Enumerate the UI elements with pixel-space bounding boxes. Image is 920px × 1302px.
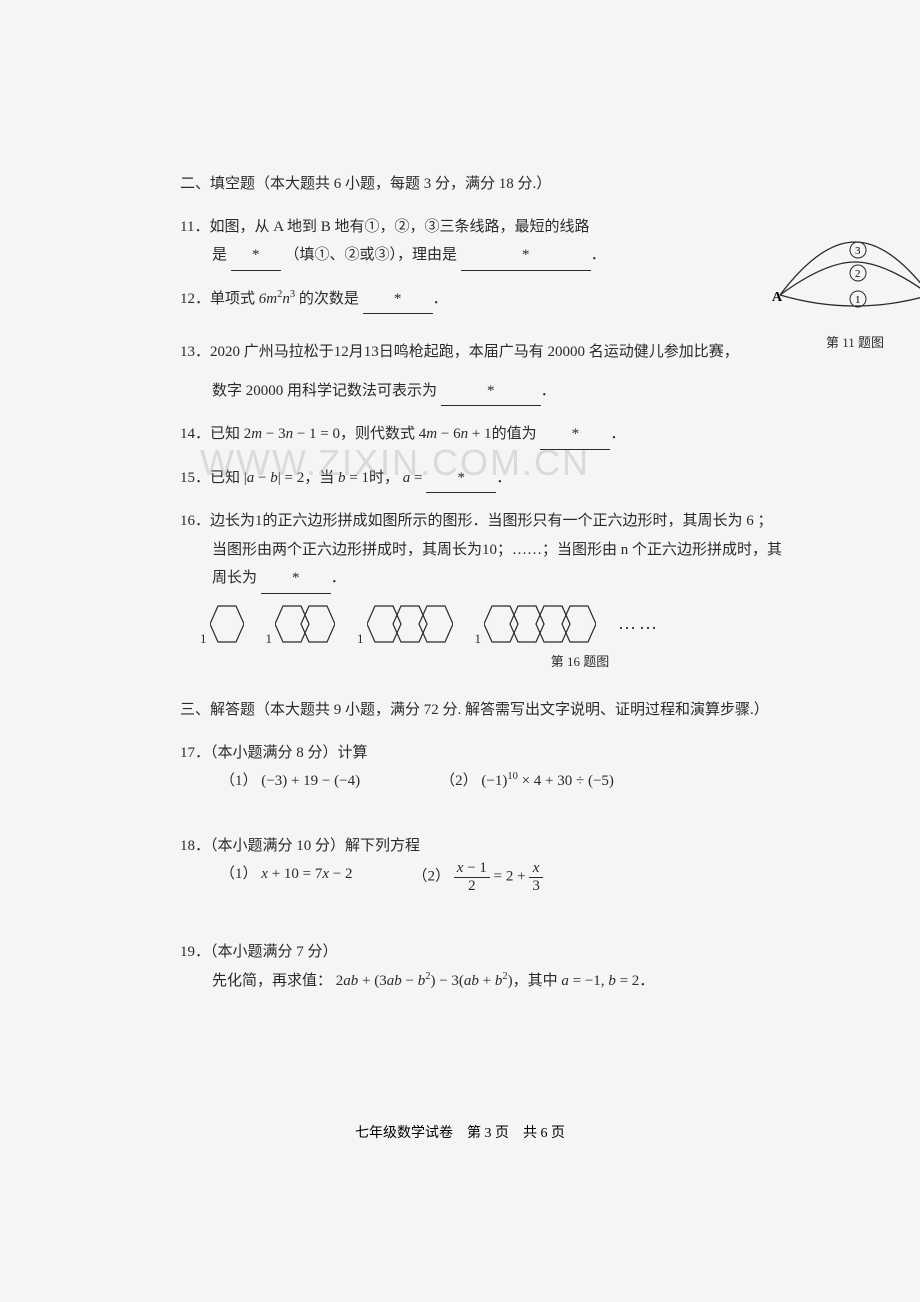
hex-side-label: 1 xyxy=(200,627,207,652)
page-footer: 七年级数学试卷 第 3 页 共 6 页 xyxy=(0,1122,920,1142)
q17-title: （本小题满分 8 分）计算 xyxy=(210,745,368,761)
q18-part1: （1） x + 10 = 7x − 2 xyxy=(220,860,353,894)
q17-part1-label: （1） xyxy=(220,773,258,789)
question-13: 13．2020 广州马拉松于12月13日鸣枪起跑，本届广马有 20000 名运动… xyxy=(180,338,860,406)
q13-line1: 2020 广州马拉松于12月13日鸣枪起跑，本届广马有 20000 名运动健儿参… xyxy=(210,344,739,360)
q11-period: ． xyxy=(591,247,606,263)
q15-period: ． xyxy=(496,470,511,486)
q16-period: ． xyxy=(331,570,346,586)
q14-period: ． xyxy=(610,426,625,442)
q12-expr: 6m2n3 xyxy=(259,291,295,307)
q15-number: 15． xyxy=(180,470,210,486)
q14-number: 14． xyxy=(180,426,210,442)
q18-frac2: x3 xyxy=(529,860,543,894)
q18-number: 18． xyxy=(180,838,210,854)
q17-part2: （2） (−1)10 × 4 + 30 ÷ (−5) xyxy=(440,767,614,796)
section-2-header: 二、填空题（本大题共 6 小题，每题 3 分，满分 18 分.） xyxy=(180,170,860,199)
q16-line3a: 周长为 xyxy=(212,570,257,586)
q17-part2-expr: (−1)10 × 4 + 30 ÷ (−5) xyxy=(481,773,614,789)
q12-blank: * xyxy=(363,285,433,315)
q11-blank2: * xyxy=(461,241,591,271)
hex-side-label: 1 xyxy=(357,627,364,652)
question-18: 18．（本小题满分 10 分）解下列方程 （1） x + 10 = 7x − 2… xyxy=(180,832,860,895)
q18-part1-label: （1） xyxy=(220,866,258,882)
q12-number: 12． xyxy=(180,291,210,307)
q13-line2a: 数字 20000 用科学记数法可表示为 xyxy=(212,383,437,399)
hex-group-2: 1 xyxy=(266,604,336,644)
q19-number: 19． xyxy=(180,944,210,960)
q17-part2-label: （2） xyxy=(440,773,478,789)
hex-group-4: 1 xyxy=(475,604,597,644)
q12-text-a: 单项式 xyxy=(210,291,255,307)
ellipsis: …… xyxy=(618,606,660,640)
q15-expr3: a = xyxy=(403,470,423,486)
q12-text-b: 的次数是 xyxy=(299,291,359,307)
q18-part2: （2） x − 12 = 2 + x3 xyxy=(413,860,543,894)
q13-blank: * xyxy=(441,377,541,407)
q15-text-c: 时， xyxy=(369,470,399,486)
q15-text-a: 已知 xyxy=(210,470,240,486)
question-14: 14．已知 2m − 3n − 1 = 0，则代数式 4m − 6n + 1的值… xyxy=(180,420,860,450)
hexagon-2-icon xyxy=(275,604,335,644)
question-17: 17．（本小题满分 8 分）计算 （1） (−3) + 19 − (−4) （2… xyxy=(180,739,860,796)
q19-title: （本小题满分 7 分） xyxy=(210,944,338,960)
q14-expr2: 4m − 6n + 1 xyxy=(419,426,492,442)
hex-group-3: 1 xyxy=(357,604,453,644)
q19-line2a: 先化简，再求值： xyxy=(212,973,332,989)
q17-part1-expr: (−3) + 19 − (−4) xyxy=(261,773,360,789)
hex-side-label: 1 xyxy=(475,627,482,652)
q13-number: 13． xyxy=(180,344,210,360)
q18-mid: = 2 + xyxy=(494,869,530,885)
q19-line2b: ，其中 xyxy=(513,973,558,989)
q14-expr1: 2m − 3n − 1 = 0 xyxy=(244,426,340,442)
section-3-header: 三、解答题（本大题共 9 小题，满分 72 分. 解答需写出文字说明、证明过程和… xyxy=(180,696,860,725)
q18-part2-label: （2） xyxy=(413,869,451,885)
q14-text-b: ，则代数式 xyxy=(340,426,415,442)
q18-part1-expr: x + 10 = 7x − 2 xyxy=(261,866,352,882)
q15-blank: * xyxy=(426,464,496,494)
q14-blank: * xyxy=(540,420,610,450)
question-15: 15．已知 |a − b| = 2，当 b = 1时， a = *． xyxy=(180,464,860,494)
q18-title: （本小题满分 10 分）解下列方程 xyxy=(210,838,420,854)
page-content: 二、填空题（本大题共 6 小题，每题 3 分，满分 18 分.） 11．如图，从… xyxy=(180,170,860,1009)
q15-expr2: b = 1 xyxy=(338,470,369,486)
q11-blank1: * xyxy=(231,241,281,271)
question-12: 12．单项式 6m2n3 的次数是 *． xyxy=(180,285,860,315)
q17-part1: （1） (−3) + 19 − (−4) xyxy=(220,767,360,796)
svg-text:2: 2 xyxy=(855,268,861,280)
q19-cond: a = −1, b = 2 xyxy=(561,973,639,989)
q13-period: ． xyxy=(541,383,556,399)
hexagon-icon xyxy=(210,604,244,644)
hex-group-1: 1 xyxy=(200,604,244,644)
q12-period: ． xyxy=(433,291,448,307)
hexagon-3-icon xyxy=(367,604,453,644)
q16-blank: * xyxy=(261,564,331,594)
q19-period: ． xyxy=(639,973,654,989)
question-19: 19．（本小题满分 7 分） 先化简，再求值： 2ab + (3ab − b2)… xyxy=(180,938,860,995)
question-11: 11．如图，从 A 地到 B 地有①，②，③三条线路，最短的线路 是 * （填①… xyxy=(180,213,860,271)
q15-expr1: |a − b| = 2 xyxy=(244,470,304,486)
q19-expr: 2ab + (3ab − b2) − 3(ab + b2) xyxy=(336,973,513,989)
q16-hex-figure: 1 1 1 xyxy=(180,604,860,644)
q11-line2a: 是 xyxy=(212,247,227,263)
hexagon-4-icon xyxy=(484,604,596,644)
question-16: 16．边长为1的正六边形拼成如图所示的图形．当图形只有一个正六边形时，其周长为 … xyxy=(180,507,860,674)
q15-text-b: ，当 xyxy=(304,470,334,486)
q14-text-a: 已知 xyxy=(210,426,240,442)
q11-line2b: （填①、②或③），理由是 xyxy=(285,247,458,263)
q11-number: 11． xyxy=(180,219,209,235)
hex-side-label: 1 xyxy=(266,627,273,652)
q16-number: 16． xyxy=(180,513,210,529)
q17-number: 17． xyxy=(180,745,210,761)
svg-text:3: 3 xyxy=(855,245,861,257)
q14-text-c: 的值为 xyxy=(492,426,537,442)
q16-line2: 当图形由两个正六边形拼成时，其周长为10；……；当图形由 n 个正六边形拼成时，… xyxy=(212,542,782,558)
q18-frac1: x − 12 xyxy=(454,860,490,894)
q16-figure-caption: 第 16 题图 xyxy=(300,650,860,675)
q16-line1: 边长为1的正六边形拼成如图所示的图形．当图形只有一个正六边形时，其周长为 6 ； xyxy=(210,513,773,529)
q11-line1: 如图，从 A 地到 B 地有①，②，③三条线路，最短的线路 xyxy=(209,219,589,235)
